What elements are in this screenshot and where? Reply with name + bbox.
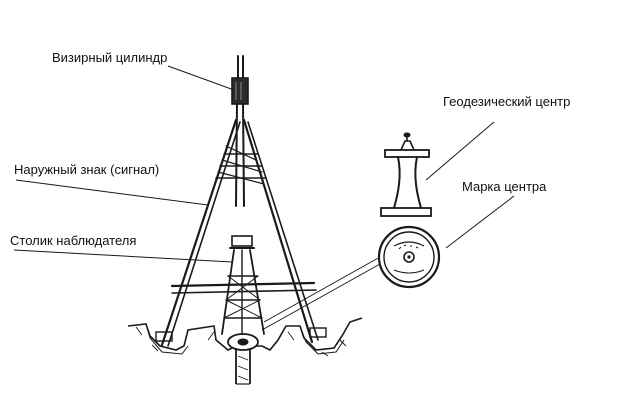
outer-sign-structure [155, 55, 327, 347]
observer-table [221, 235, 265, 335]
sight-cylinder [231, 77, 249, 105]
leader-observer-table [13, 249, 233, 263]
label-sight-cylinder: Визирный цилиндр [52, 50, 167, 65]
label-observer-table: Столик наблюдателя [10, 233, 136, 248]
label-outer-sign: Наружный знак (сигнал) [14, 162, 159, 177]
geodetic-center-detail [380, 132, 432, 217]
leader-center-mark [445, 195, 515, 249]
label-geodetic-center: Геодезический центр [443, 94, 570, 109]
leader-outer-sign [15, 179, 209, 206]
leader-center-mark-to-sign-b [261, 263, 381, 331]
buried-center [227, 333, 259, 385]
leader-sight-cylinder [167, 65, 235, 91]
label-center-mark: Марка центра [462, 179, 547, 194]
leader-geodetic-center [425, 121, 495, 181]
leader-center-mark-to-sign [263, 256, 381, 323]
leader-lines [13, 65, 515, 331]
center-mark-detail [377, 225, 441, 289]
